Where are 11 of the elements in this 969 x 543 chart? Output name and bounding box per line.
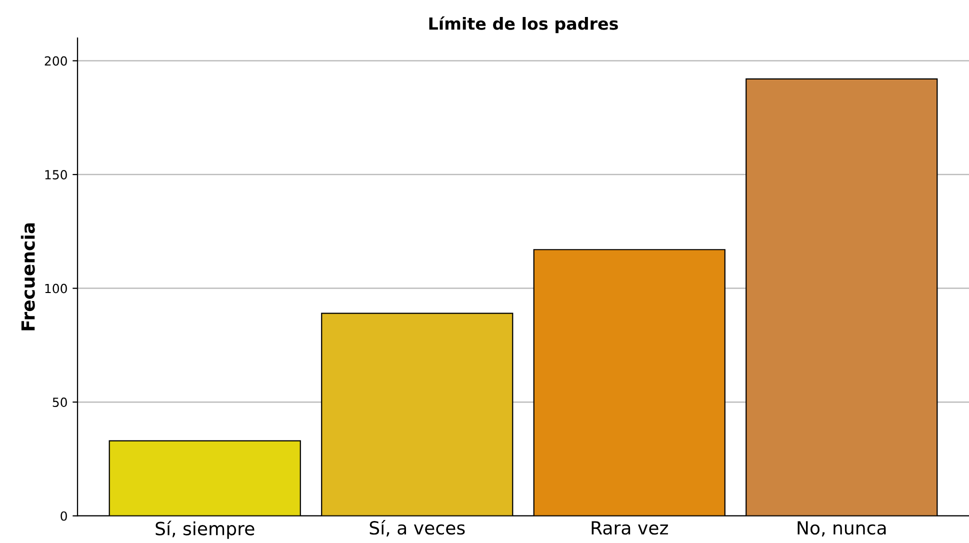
x-tick-label: No, nunca [798,521,886,537]
y-tick-label: 50 [52,398,67,408]
y-tick-label: 100 [45,284,67,294]
y-axis-title: Frecuencia [20,223,35,330]
y-tick-label: 0 [60,511,67,521]
x-tick-label: Sí, siempre [156,520,254,539]
x-tick-label: Sí, a veces [370,520,465,537]
chart-title: Límite de los padres [429,16,618,34]
y-tick-label: 200 [44,56,67,66]
x-tick-label: Rara vez [592,521,668,535]
y-tick-label: 150 [45,170,67,180]
